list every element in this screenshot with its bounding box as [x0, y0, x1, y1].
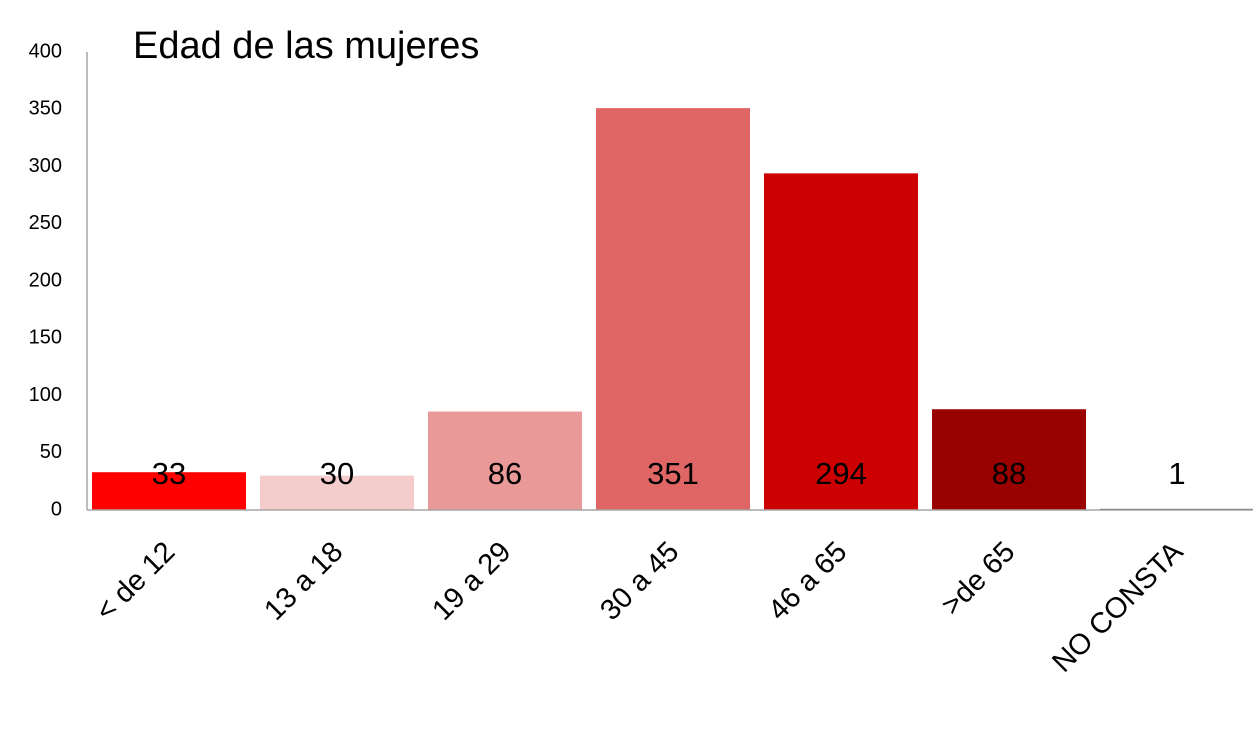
x-tick-label: 30 a 45	[594, 536, 685, 627]
y-tick-label: 150	[29, 327, 62, 349]
x-tick-label: < de 12	[90, 536, 182, 628]
bar	[932, 409, 1086, 510]
data-label: 30	[320, 456, 354, 491]
y-tick-label: 300	[29, 155, 62, 177]
bar	[428, 411, 582, 510]
x-tick-label: 46 a 65	[762, 536, 853, 627]
y-tick-label: 0	[51, 498, 62, 520]
bar	[92, 472, 246, 510]
data-label: 88	[992, 456, 1026, 491]
bar	[260, 475, 414, 510]
y-tick-label: 50	[40, 441, 62, 463]
y-tick-label: 350	[29, 98, 62, 120]
y-tick-label: 100	[29, 384, 62, 406]
data-label: 86	[488, 456, 522, 491]
x-tick-label: 19 a 29	[426, 536, 517, 627]
chart-title: Edad de las mujeres	[133, 25, 479, 67]
x-tick-label: NO CONSTA	[1046, 535, 1189, 678]
data-label: 1	[1168, 456, 1185, 491]
bar	[596, 108, 750, 510]
bar	[764, 173, 918, 510]
data-label: 294	[815, 456, 867, 491]
data-label: 351	[647, 456, 699, 491]
y-tick-label: 250	[29, 212, 62, 234]
data-label: 33	[152, 456, 186, 491]
y-tick-label: 400	[29, 40, 62, 62]
x-tick-label: >de 65	[935, 536, 1021, 622]
x-tick-label: 13 a 18	[258, 536, 349, 627]
y-tick-label: 200	[29, 269, 62, 291]
